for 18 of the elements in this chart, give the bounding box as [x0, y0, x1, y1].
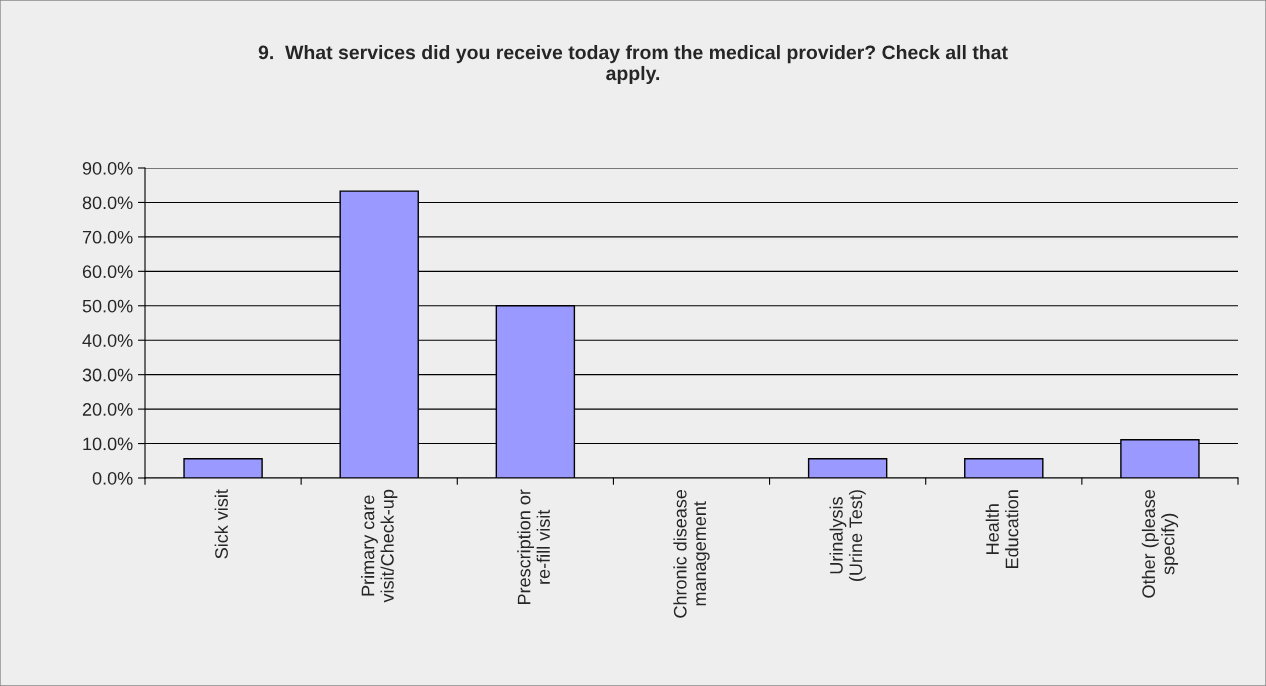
y-tick-label: 50.0% [82, 299, 133, 313]
y-tick-label: 80.0% [82, 196, 133, 210]
y-tick-label: 60.0% [82, 265, 133, 279]
x-tick-label: Other (please specify) [1141, 489, 1179, 598]
x-tick-label: Urinalysis (Urine Test) [829, 490, 866, 581]
y-tick-label: 40.0% [82, 334, 133, 347]
x-tick-label: Prescription or re-fill visit [517, 489, 550, 605]
y-tick-label: 90.0% [82, 161, 133, 175]
x-tick-label: Sick visit [214, 489, 228, 559]
x-tick-label: Health Education [985, 490, 1019, 568]
x-tick-label: Chronic disease management [673, 489, 710, 618]
x-tick-label: Primary care visit/Check-up [361, 489, 398, 603]
y-tick-label: 70.0% [82, 230, 133, 244]
y-tick-label: 0.0% [92, 471, 133, 485]
y-tick-label: 30.0% [82, 368, 133, 382]
chart-title: 9. What services did you receive today from the medical provider? Check all that apply. [258, 45, 1008, 85]
y-tick-label: 10.0% [83, 437, 133, 451]
y-tick-label: 20.0% [82, 403, 133, 416]
